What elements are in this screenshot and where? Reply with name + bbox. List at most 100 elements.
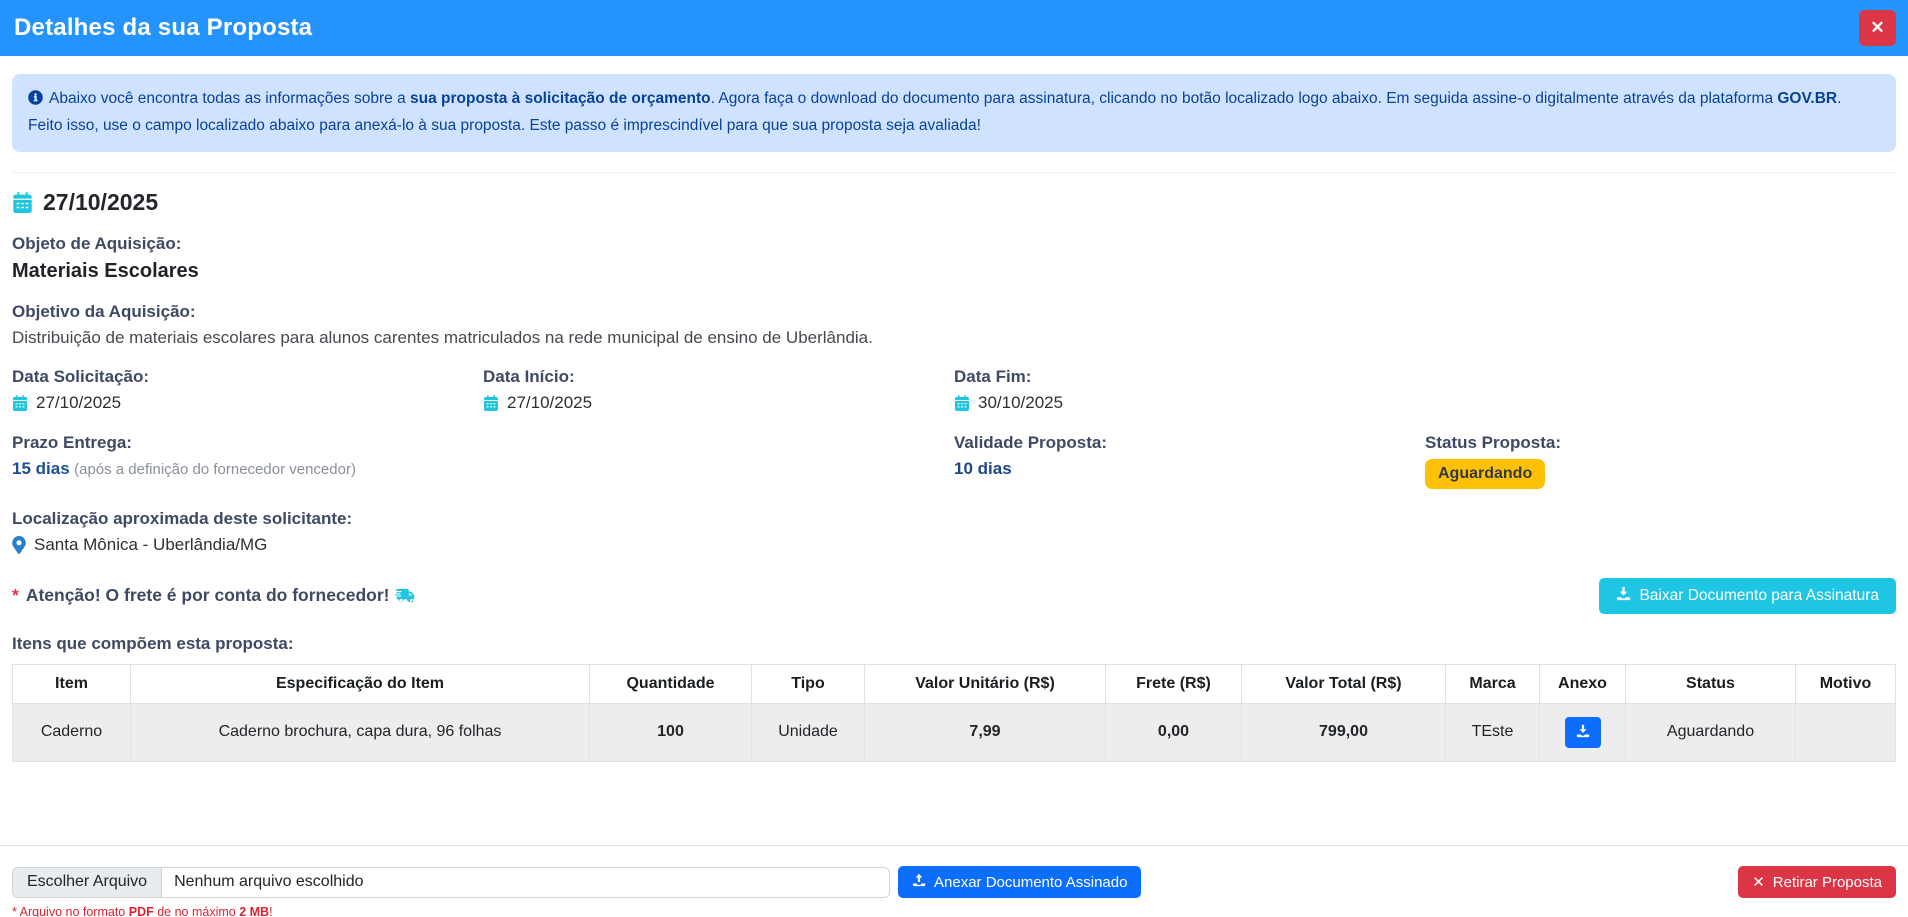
modal-footer: Escolher Arquivo Nenhum arquivo escolhid… bbox=[0, 845, 1908, 917]
prazo-entrega-note: (após a definição do fornecedor vencedor… bbox=[74, 460, 356, 478]
objetivo-group: Objetivo da Aquisição: Distribuição de m… bbox=[12, 302, 1896, 348]
objeto-group: Objeto de Aquisição: Materiais Escolares bbox=[12, 234, 1896, 283]
proposal-date: 27/10/2025 bbox=[43, 188, 159, 215]
calendar-icon bbox=[12, 394, 28, 411]
close-button[interactable]: ✕ bbox=[1859, 10, 1896, 46]
cell-especificacao: Caderno brochura, capa dura, 96 folhas bbox=[130, 702, 590, 762]
calendar-icon bbox=[12, 191, 33, 213]
table-header-row: Item Especificação do Item Quantidade Ti… bbox=[12, 663, 1896, 704]
cell-quantidade: 100 bbox=[589, 702, 752, 762]
file-format-note: * Arquivo no formato PDF de no máximo 2 … bbox=[12, 905, 1896, 917]
download-icon bbox=[1616, 586, 1631, 606]
cell-valor-unitario: 7,99 bbox=[864, 702, 1106, 762]
table-row: Caderno Caderno brochura, capa dura, 96 … bbox=[12, 702, 1896, 762]
file-note-text: ! bbox=[269, 905, 273, 917]
objeto-label: Objeto de Aquisição: bbox=[12, 233, 182, 253]
frete-warning-text: Atenção! O frete é por conta do forneced… bbox=[25, 585, 390, 606]
close-icon: ✕ bbox=[1870, 18, 1885, 37]
frete-warning: * Atenção! O frete é por conta do fornec… bbox=[12, 585, 417, 606]
data-inicio-field: Data Início: 27/10/2025 bbox=[483, 367, 954, 413]
calendar-icon bbox=[954, 394, 970, 411]
download-document-label: Baixar Documento para Assinatura bbox=[1639, 586, 1879, 604]
alert-bold-proposta: sua proposta à solicitação de orçamento bbox=[410, 90, 711, 107]
col-especificacao: Especificação do Item bbox=[130, 663, 590, 704]
required-asterisk: * bbox=[12, 585, 19, 606]
row-download-attachment-button[interactable] bbox=[1564, 716, 1601, 748]
file-note-pdf: PDF bbox=[128, 905, 154, 917]
withdraw-proposal-button[interactable]: ✕ Retirar Proposta bbox=[1738, 866, 1896, 898]
choose-file-button[interactable]: Escolher Arquivo bbox=[13, 867, 163, 897]
col-quantidade: Quantidade bbox=[589, 663, 752, 704]
download-icon bbox=[1576, 724, 1590, 741]
data-inicio-label: Data Início: bbox=[483, 366, 575, 386]
alert-text: . Agora faça o download do documento par… bbox=[710, 90, 1778, 107]
modal-header: Detalhes da sua Proposta bbox=[0, 0, 1908, 56]
itens-label: Itens que compõem esta proposta: bbox=[12, 633, 294, 653]
file-note-text: * Arquivo no formato bbox=[12, 905, 129, 917]
withdraw-proposal-label: Retirar Proposta bbox=[1772, 873, 1882, 891]
objeto-value: Materiais Escolares bbox=[12, 259, 199, 282]
col-motivo: Motivo bbox=[1795, 663, 1896, 704]
col-anexo: Anexo bbox=[1539, 663, 1626, 704]
items-table: Item Especificação do Item Quantidade Ti… bbox=[12, 663, 1896, 762]
data-fim-field: Data Fim: 30/10/2025 bbox=[954, 367, 1425, 413]
shipping-truck-icon bbox=[395, 587, 417, 605]
data-solicitacao-value: 27/10/2025 bbox=[36, 392, 122, 412]
validade-proposta-field: Validade Proposta: 10 dias bbox=[954, 433, 1425, 489]
status-badge: Aguardando bbox=[1425, 458, 1546, 489]
validade-proposta-value: 10 dias bbox=[954, 458, 1012, 478]
map-pin-icon bbox=[12, 535, 26, 554]
prazo-entrega-label: Prazo Entrega: bbox=[12, 432, 132, 452]
prazo-entrega-value: 15 dias bbox=[12, 458, 70, 478]
cell-tipo: Unidade bbox=[751, 702, 865, 762]
calendar-icon bbox=[483, 394, 499, 411]
cell-anexo bbox=[1539, 702, 1626, 762]
col-tipo: Tipo bbox=[751, 663, 865, 704]
data-fim-label: Data Fim: bbox=[954, 366, 1032, 386]
attach-signed-document-button[interactable]: Anexar Documento Assinado bbox=[898, 866, 1142, 898]
col-frete: Frete (R$) bbox=[1105, 663, 1242, 704]
status-proposta-field: Status Proposta: Aguardando bbox=[1425, 433, 1896, 489]
file-placeholder: Nenhum arquivo escolhido bbox=[174, 873, 364, 890]
col-status: Status bbox=[1625, 663, 1796, 704]
info-alert: Abaixo você encontra todas as informaçõe… bbox=[12, 74, 1896, 152]
cell-valor-total: 799,00 bbox=[1241, 702, 1446, 762]
data-fim-value: 30/10/2025 bbox=[978, 392, 1064, 412]
col-marca: Marca bbox=[1445, 663, 1540, 704]
localizacao-group: Localização aproximada deste solicitante… bbox=[12, 509, 1896, 555]
status-proposta-label: Status Proposta: bbox=[1425, 432, 1562, 452]
validade-proposta-label: Validade Proposta: bbox=[954, 432, 1108, 452]
modal-body: Abaixo você encontra todas as informaçõe… bbox=[0, 74, 1908, 762]
proposal-date-heading: 27/10/2025 bbox=[12, 189, 1896, 216]
objetivo-value: Distribuição de materiais escolares para… bbox=[12, 327, 873, 347]
attach-signed-document-label: Anexar Documento Assinado bbox=[934, 873, 1128, 891]
meta-grid: Data Solicitação: 27/10/2025 Data Início… bbox=[12, 367, 1896, 489]
cell-status: Aguardando bbox=[1625, 702, 1796, 762]
cell-motivo bbox=[1795, 702, 1896, 762]
prazo-entrega-field: Prazo Entrega: 15 dias (após a definição… bbox=[12, 433, 954, 489]
data-inicio-value: 27/10/2025 bbox=[507, 392, 593, 412]
info-circle-icon bbox=[28, 89, 43, 114]
download-document-button[interactable]: Baixar Documento para Assinatura bbox=[1599, 577, 1896, 614]
cell-marca: TEste bbox=[1445, 702, 1540, 762]
col-valor-total: Valor Total (R$) bbox=[1241, 663, 1446, 704]
localizacao-label: Localização aproximada deste solicitante… bbox=[12, 508, 353, 528]
atencao-row: * Atenção! O frete é por conta do fornec… bbox=[12, 577, 1896, 614]
file-note-size: 2 MB bbox=[239, 905, 270, 917]
close-icon: ✕ bbox=[1752, 874, 1765, 891]
alert-text: Abaixo você encontra todas as informaçõe… bbox=[49, 90, 411, 107]
file-input[interactable]: Escolher Arquivo Nenhum arquivo escolhid… bbox=[12, 866, 890, 898]
cell-item: Caderno bbox=[12, 702, 131, 762]
alert-bold-govbr: GOV.BR bbox=[1777, 90, 1838, 107]
file-note-text: de no máximo bbox=[153, 905, 240, 917]
data-solicitacao-label: Data Solicitação: bbox=[12, 366, 149, 386]
objetivo-label: Objetivo da Aquisição: bbox=[12, 301, 196, 321]
upload-icon bbox=[912, 873, 926, 891]
col-item: Item bbox=[12, 663, 131, 704]
modal-title: Detalhes da sua Proposta bbox=[14, 14, 313, 41]
alert-text: . Feito isso, use o campo localizado aba… bbox=[28, 90, 1842, 134]
col-valor-unitario: Valor Unitário (R$) bbox=[864, 663, 1106, 704]
localizacao-value: Santa Mônica - Uberlândia/MG bbox=[34, 534, 268, 554]
cell-frete: 0,00 bbox=[1105, 702, 1242, 762]
